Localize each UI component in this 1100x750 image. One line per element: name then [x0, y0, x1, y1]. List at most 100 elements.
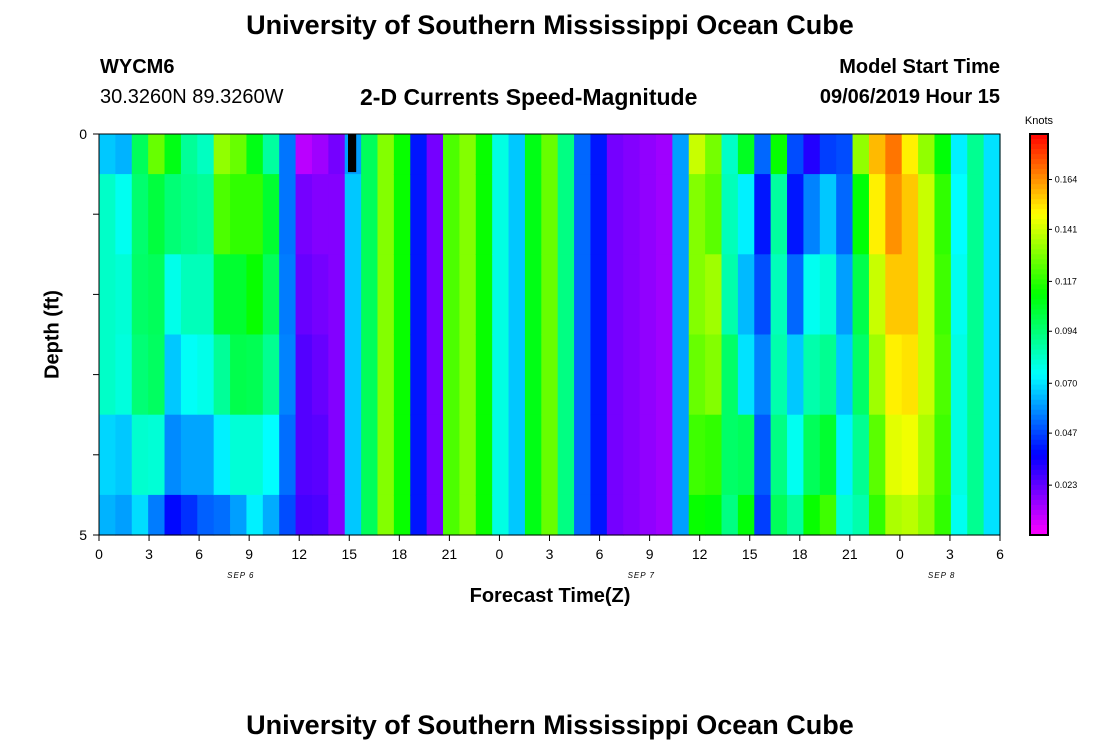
heatmap-cell: [950, 334, 968, 416]
heatmap-cell: [836, 414, 854, 496]
heatmap-cell: [131, 174, 149, 255]
heatmap-cell: [164, 334, 182, 416]
heatmap-cell: [672, 254, 690, 336]
colorbar-segment: [1030, 264, 1048, 270]
x-tick-label: 6: [996, 546, 1004, 562]
heatmap-cell: [246, 254, 264, 336]
colorbar-segment: [1030, 474, 1048, 481]
heatmap-cell: [983, 414, 1001, 496]
colorbar-segment: [1030, 304, 1048, 311]
heatmap-cell: [819, 334, 837, 416]
colorbar-segment: [1030, 369, 1048, 376]
heatmap-cell: [934, 414, 952, 496]
heatmap-cell: [508, 334, 526, 416]
heatmap-cell: [99, 494, 116, 536]
heatmap-cell: [508, 254, 526, 336]
heatmap-cell: [197, 334, 215, 416]
heatmap-cell: [770, 414, 788, 496]
colorbar-segment: [1030, 404, 1048, 411]
heatmap-cell: [541, 134, 559, 175]
heatmap-cell: [164, 414, 182, 496]
heatmap-cell: [901, 494, 919, 536]
colorbar-segment: [1030, 449, 1048, 456]
heatmap-cell: [819, 254, 837, 336]
heatmap-cell: [590, 414, 608, 496]
colorbar-segment: [1030, 379, 1048, 386]
heatmap-cell: [852, 254, 870, 336]
heatmap-cell: [328, 254, 346, 336]
heatmap-cell: [623, 334, 641, 416]
colorbar-segment: [1030, 159, 1048, 165]
heatmap-cell: [672, 414, 690, 496]
heatmap-cell: [197, 414, 215, 496]
heatmap-cell: [639, 334, 657, 416]
colorbar-segment: [1030, 359, 1048, 366]
colorbar-segment: [1030, 509, 1048, 516]
heatmap-cell: [459, 494, 477, 536]
footer-title: University of Southern Mississippi Ocean…: [246, 710, 854, 740]
heatmap-cell: [901, 254, 919, 336]
colorbar-segment: [1030, 394, 1048, 401]
heatmap-cell: [377, 494, 395, 536]
heatmap-cell: [230, 494, 248, 536]
heatmap-cell: [328, 334, 346, 416]
heatmap-cell: [426, 134, 444, 175]
colorbar-segment: [1030, 329, 1048, 336]
heatmap-cell: [180, 174, 198, 255]
heatmap-cell: [770, 134, 788, 175]
day-label: SEP 7: [628, 571, 655, 580]
colorbar-tick-label: 0.023: [1055, 480, 1078, 490]
heatmap-cell: [721, 494, 739, 536]
heatmap-cell: [426, 254, 444, 336]
heatmap-cell: [852, 334, 870, 416]
heatmap-cell: [295, 174, 313, 255]
colorbar-segment: [1030, 334, 1048, 341]
heatmap-cell: [524, 334, 542, 416]
colorbar-frame: [1029, 133, 1049, 536]
heatmap-cell: [99, 134, 116, 175]
heatmap-cell: [885, 134, 903, 175]
colorbar-tick-label: 0.070: [1055, 378, 1078, 388]
colorbar-segment: [1030, 214, 1048, 220]
heatmap-cell: [639, 174, 657, 255]
heatmap-cell: [934, 334, 952, 416]
heatmap-cell: [606, 414, 624, 496]
heatmap-cell: [852, 494, 870, 536]
heatmap-cell: [950, 134, 968, 175]
heatmap-cell: [950, 414, 968, 496]
heatmap-cell: [377, 254, 395, 336]
heatmap-cell: [918, 494, 936, 536]
model-start-time: 09/06/2019 Hour 15: [819, 86, 1000, 108]
colorbar-segment: [1030, 349, 1048, 356]
heatmap-cell: [852, 174, 870, 255]
heatmap-cell: [475, 494, 493, 536]
heatmap-cell: [410, 414, 428, 496]
heatmap-cell: [328, 174, 346, 255]
colorbar-segment: [1030, 459, 1048, 466]
colorbar-segment: [1030, 504, 1048, 511]
heatmap-cell: [164, 134, 182, 175]
colorbar-tick-label: 0.117: [1055, 276, 1077, 286]
heatmap-cell: [557, 254, 575, 336]
colorbar-segment: [1030, 409, 1048, 416]
heatmap-cell: [262, 494, 280, 536]
heatmap-cell: [770, 334, 788, 416]
heatmap-cell: [885, 494, 903, 536]
heatmap-cell: [885, 254, 903, 336]
heatmap-cell: [524, 494, 542, 536]
colorbar-segment: [1030, 454, 1048, 461]
colorbar-segment: [1030, 274, 1048, 280]
colorbar-segment: [1030, 439, 1048, 446]
heatmap-cell: [868, 134, 886, 175]
heatmap-cell: [361, 134, 379, 175]
heatmap-cell: [213, 414, 231, 496]
heatmap-cell: [787, 134, 805, 175]
chart-subtitle: 2-D Currents Speed-Magnitude: [360, 84, 698, 110]
heatmap-cell: [819, 134, 837, 175]
heatmap-cell: [918, 174, 936, 255]
heatmap-cell: [475, 334, 493, 416]
heatmap-cell: [852, 414, 870, 496]
colorbar-segment: [1030, 289, 1048, 295]
heatmap-cell: [885, 414, 903, 496]
x-tick-label: 21: [442, 546, 458, 562]
